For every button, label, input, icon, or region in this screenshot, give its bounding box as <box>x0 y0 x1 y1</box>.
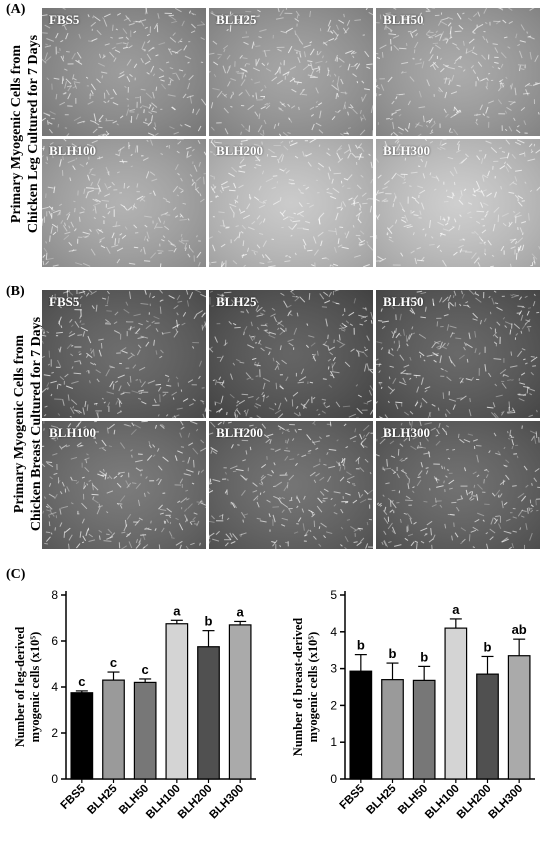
micrograph-texture <box>42 139 206 267</box>
micrograph-texture <box>209 139 373 267</box>
significance-letter: c <box>142 662 149 677</box>
y-axis-label: Number of leg-derivedmyogenic cells (x10… <box>13 627 42 748</box>
micrograph-label: BLH300 <box>383 143 430 158</box>
breast-cells-bar-chart: 0 1 2 3 4 5 Number of breast-derivedmyogenic c… <box>291 588 535 822</box>
micrograph-blh200: BLH200 <box>209 139 373 267</box>
micrograph-label: BLH200 <box>216 425 263 440</box>
bar-blh25 <box>102 679 125 780</box>
significance-letter: b <box>357 638 365 653</box>
micrograph-texture <box>376 421 540 549</box>
micrograph-label: BLH100 <box>49 143 96 158</box>
y-tick-label: 2 <box>330 698 337 712</box>
micrograph-texture <box>209 290 373 418</box>
bar-blh50 <box>412 679 436 780</box>
bar-blh50 <box>133 681 157 780</box>
bar-fbs5 <box>349 670 373 780</box>
micrograph-fbs5: FBS5 <box>42 290 206 418</box>
panel-b-side-label-line1: Primary Myogenic Cells from <box>12 334 27 514</box>
significance-letter: c <box>110 655 117 670</box>
micrograph-label: BLH25 <box>216 294 257 309</box>
micrograph-label: BLH50 <box>383 12 424 27</box>
micrograph-texture <box>209 421 373 549</box>
y-tick-label: 1 <box>330 735 337 749</box>
x-tick-label: BLH25 <box>85 782 120 817</box>
significance-letter: c <box>78 674 85 689</box>
micrograph-texture <box>376 8 540 136</box>
micrograph-fbs5: FBS5 <box>42 8 206 136</box>
bar-blh100 <box>165 623 189 780</box>
y-tick-label: 2 <box>51 726 58 740</box>
x-tick-label: BLH25 <box>364 782 399 817</box>
panel-c-label: (C) <box>6 567 26 582</box>
x-tick-label: FBS5 <box>59 782 89 812</box>
micrograph-blh100: BLH100 <box>42 421 206 549</box>
micrograph-texture <box>42 421 206 549</box>
significance-letter: a <box>452 602 460 617</box>
significance-letter: b <box>389 646 397 661</box>
micrograph-texture <box>376 139 540 267</box>
significance-letter: b <box>484 639 492 654</box>
micrograph-label: BLH25 <box>216 12 257 27</box>
micrograph-blh50: BLH50 <box>376 290 540 418</box>
x-tick-label: FBS5 <box>338 782 368 812</box>
bar-blh25 <box>381 679 404 780</box>
y-tick-label: 5 <box>330 588 337 602</box>
micrograph-blh50: BLH50 <box>376 8 540 136</box>
panel-a-side-label: Primary Myogenic Cells from Chicken Leg … <box>8 15 44 253</box>
y-tick-label: 6 <box>51 634 58 648</box>
panel-a-label: (A) <box>6 2 26 17</box>
significance-letter: b <box>205 614 213 629</box>
micrograph-label: FBS5 <box>49 12 80 27</box>
y-axis-label: Number of breast-derivedmyogenic cells (… <box>291 618 320 756</box>
micrograph-blh25: BLH25 <box>209 290 373 418</box>
leg-cells-bar-chart: 0 2 4 6 8 Number of leg-derivedmyogenic cells… <box>13 588 256 822</box>
bar-blh300 <box>228 624 252 780</box>
significance-letter: b <box>420 649 428 664</box>
micrograph-label: BLH50 <box>383 294 424 309</box>
x-tick-label: BLH300 <box>487 783 526 822</box>
panel-a-side-label-line2: Chicken Leg Cultured for 7 Days <box>26 34 41 234</box>
y-tick-label: 0 <box>330 772 337 786</box>
micrograph-blh25: BLH25 <box>209 8 373 136</box>
y-tick-label: 0 <box>51 772 58 786</box>
micrograph-blh100: BLH100 <box>42 139 206 267</box>
micrograph-texture <box>209 8 373 136</box>
bar-blh300 <box>507 655 531 780</box>
significance-letter: a <box>237 604 245 619</box>
panel-b-label: (B) <box>6 284 25 299</box>
y-tick-label: 4 <box>51 680 58 694</box>
micrograph-blh300: BLH300 <box>376 421 540 549</box>
micrograph-texture <box>42 290 206 418</box>
y-tick-label: 4 <box>330 625 337 639</box>
micrograph-blh200: BLH200 <box>209 421 373 549</box>
bar-fbs5 <box>70 692 94 780</box>
micrograph-texture <box>42 8 206 136</box>
micrograph-texture <box>376 290 540 418</box>
bar-blh200 <box>476 673 499 780</box>
bar-blh100 <box>444 627 468 780</box>
micrograph-label: BLH200 <box>216 143 263 158</box>
significance-letter: a <box>173 603 181 618</box>
bar-blh200 <box>197 646 220 780</box>
y-tick-label: 8 <box>51 588 58 602</box>
micrograph-label: BLH300 <box>383 425 430 440</box>
micrograph-label: FBS5 <box>49 294 80 309</box>
micrograph-label: BLH100 <box>49 425 96 440</box>
y-tick-label: 3 <box>330 662 337 676</box>
micrograph-blh300: BLH300 <box>376 139 540 267</box>
significance-letter: ab <box>512 622 527 637</box>
panel-a-side-label-line1: Primary Myogenic Cells from <box>9 44 24 224</box>
x-tick-label: BLH300 <box>208 783 247 822</box>
